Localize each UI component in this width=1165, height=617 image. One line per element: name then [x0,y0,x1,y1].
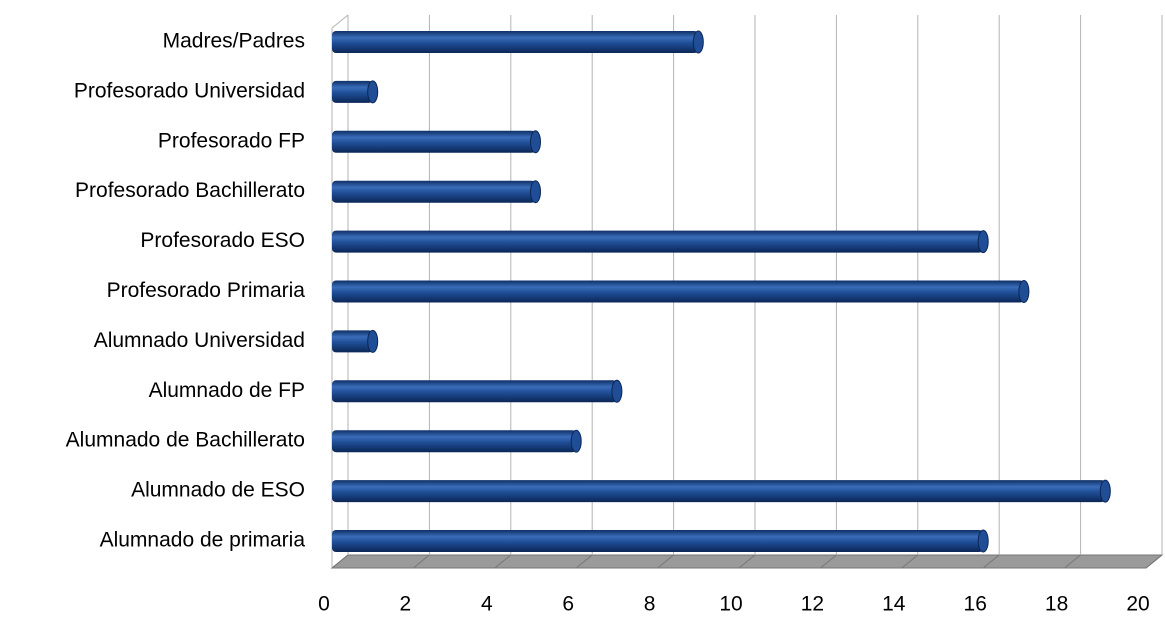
y-tick-label: Alumnado de FP [149,379,305,402]
floor-tick [982,554,1000,569]
bar [332,230,984,253]
bar-cap [692,30,704,54]
x-tick-label: 10 [719,593,742,616]
x-tick-label: 8 [644,593,656,616]
bar [332,380,617,403]
x-tick-label: 6 [562,593,574,616]
x-tick-label: 18 [1045,593,1068,616]
bar-cap [530,130,541,154]
x-tick-label: 20 [1126,593,1149,616]
x-tick-label: 0 [318,593,330,616]
bar [332,280,1024,303]
bar [332,31,699,53]
y-tick-label: Profesorado Bachillerato [75,179,305,202]
floor-tick [331,554,349,569]
floor-tick [413,554,430,569]
bar-cap [367,80,379,104]
bar [332,480,1106,503]
x-tick-label: 12 [801,593,824,616]
y-tick-label: Profesorado FP [158,129,305,152]
floor-tick [494,554,512,569]
bar-cap [611,379,623,403]
bar-cap [1018,280,1030,303]
bar-cap [977,230,989,254]
bar-cap [1099,479,1111,503]
floor-tick [820,554,837,569]
bar [332,330,373,353]
bar-cap [977,529,989,553]
x-tick-label: 4 [481,593,493,616]
y-tick-label: Alumnado de ESO [131,479,305,502]
floor-tick [1145,554,1163,569]
x-tick-label: 2 [400,593,412,616]
floor-tick [657,554,674,569]
bar [332,80,373,103]
bar [332,430,577,453]
floor-tick [1064,554,1081,569]
y-tick-label: Alumnado Universidad [94,329,305,352]
y-tick-label: Madres/Padres [163,30,305,53]
y-tick-label: Alumnado de Bachillerato [66,429,305,452]
bar [332,130,536,153]
bar-cap [367,329,379,353]
y-tick-label: Alumnado de primaria [100,529,306,552]
bar-cap [530,180,541,204]
x-tick-label: 16 [964,593,987,616]
floor-tick [575,554,593,569]
y-tick-label: Profesorado Primaria [107,279,306,302]
y-tick-label: Profesorado Universidad [74,79,305,102]
floor-tick [901,554,919,569]
back-wall-edge [331,14,349,29]
bar [332,180,536,203]
floor-tick [738,554,756,569]
bar-cap [570,429,582,453]
y-tick-label: Profesorado ESO [140,229,305,252]
bar [332,530,984,552]
x-tick-label: 14 [882,593,906,616]
